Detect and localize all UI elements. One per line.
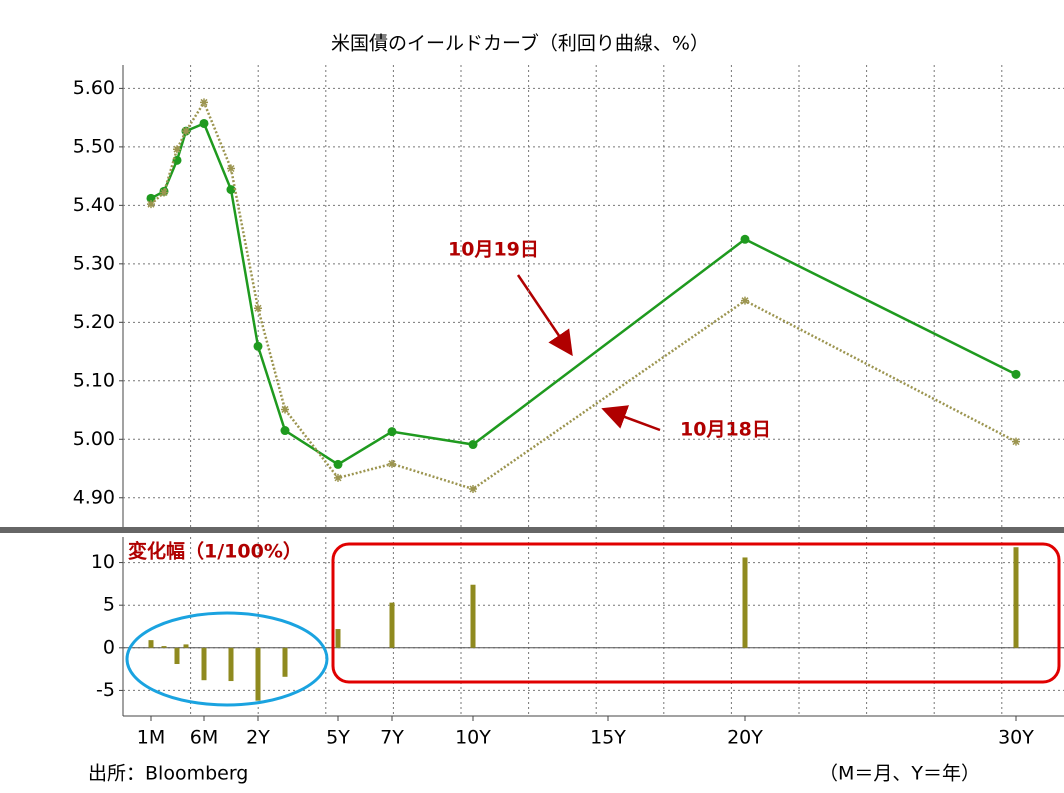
point xyxy=(1011,369,1021,379)
highlight-box xyxy=(331,542,1061,684)
arrow xyxy=(601,405,661,432)
point xyxy=(182,127,190,136)
bar xyxy=(470,584,476,648)
bar xyxy=(228,647,234,682)
point xyxy=(387,427,397,437)
legend-label: 10月19日 xyxy=(448,239,539,261)
x-tick-label: 5Y xyxy=(326,727,350,749)
y-tick-label: 0 xyxy=(103,636,115,658)
point xyxy=(226,185,236,195)
y-tick-label: 5.20 xyxy=(73,311,115,333)
bar xyxy=(742,557,748,648)
point xyxy=(388,459,396,468)
y-tick-label: -5 xyxy=(96,679,115,701)
arrow xyxy=(516,274,573,357)
y-tick-label: 5.60 xyxy=(73,77,115,99)
point xyxy=(740,234,750,244)
bar xyxy=(174,647,180,665)
x-tick-label: 2Y xyxy=(246,727,270,749)
y-tick-label: 5.40 xyxy=(73,194,115,216)
x-tick-label: 30Y xyxy=(998,727,1034,749)
point xyxy=(227,164,235,173)
y-tick-label: 5.50 xyxy=(73,135,115,157)
point xyxy=(741,296,749,305)
source: 出所：Bloomberg xyxy=(88,763,248,785)
point xyxy=(1012,437,1020,446)
bar xyxy=(148,640,154,648)
legend-label: 10月18日 xyxy=(680,419,771,441)
point xyxy=(469,484,477,493)
point xyxy=(468,440,478,450)
point xyxy=(199,118,209,128)
y-tick-label: 10 xyxy=(91,551,115,573)
bar xyxy=(335,629,341,648)
point xyxy=(200,98,208,107)
point xyxy=(333,459,343,469)
bar xyxy=(282,647,288,677)
panel-divider xyxy=(0,527,1064,533)
x-tick-label: 1M xyxy=(137,727,165,749)
note: （M＝月、Y＝年） xyxy=(819,763,980,785)
bar xyxy=(183,644,189,648)
x-tick-label: 7Y xyxy=(380,727,404,749)
bar xyxy=(255,647,261,701)
y-tick-label: 4.90 xyxy=(73,486,115,508)
x-tick-label: 15Y xyxy=(590,727,626,749)
x-tick-label: 6M xyxy=(190,727,218,749)
plot: 5.60 5.50 5.40 5.30 5.20 5.10 5.00 4.90 10 5 0 -5 1M… xyxy=(73,65,1064,749)
y-tick-label: 5.00 xyxy=(73,428,115,450)
bar xyxy=(389,602,395,648)
point xyxy=(280,426,290,436)
chart-title: 米国債のイールドカーブ（利回り曲線、%） xyxy=(331,32,709,55)
bar xyxy=(201,647,207,681)
bar xyxy=(1013,547,1019,648)
point xyxy=(147,200,155,209)
y-tick-label: 5.10 xyxy=(73,369,115,391)
point xyxy=(253,341,263,351)
y-tick-label: 5.30 xyxy=(73,252,115,274)
bar xyxy=(161,646,167,648)
point xyxy=(160,188,168,197)
highlight-circle xyxy=(125,611,329,707)
x-tick-label: 20Y xyxy=(727,727,763,749)
point xyxy=(334,473,342,482)
point xyxy=(281,405,289,414)
y-tick-label: 5 xyxy=(103,594,115,616)
change-label: 変化幅（1/100%） xyxy=(128,540,302,563)
point xyxy=(254,304,262,313)
point xyxy=(173,145,181,154)
x-tick-label: 10Y xyxy=(455,727,491,749)
